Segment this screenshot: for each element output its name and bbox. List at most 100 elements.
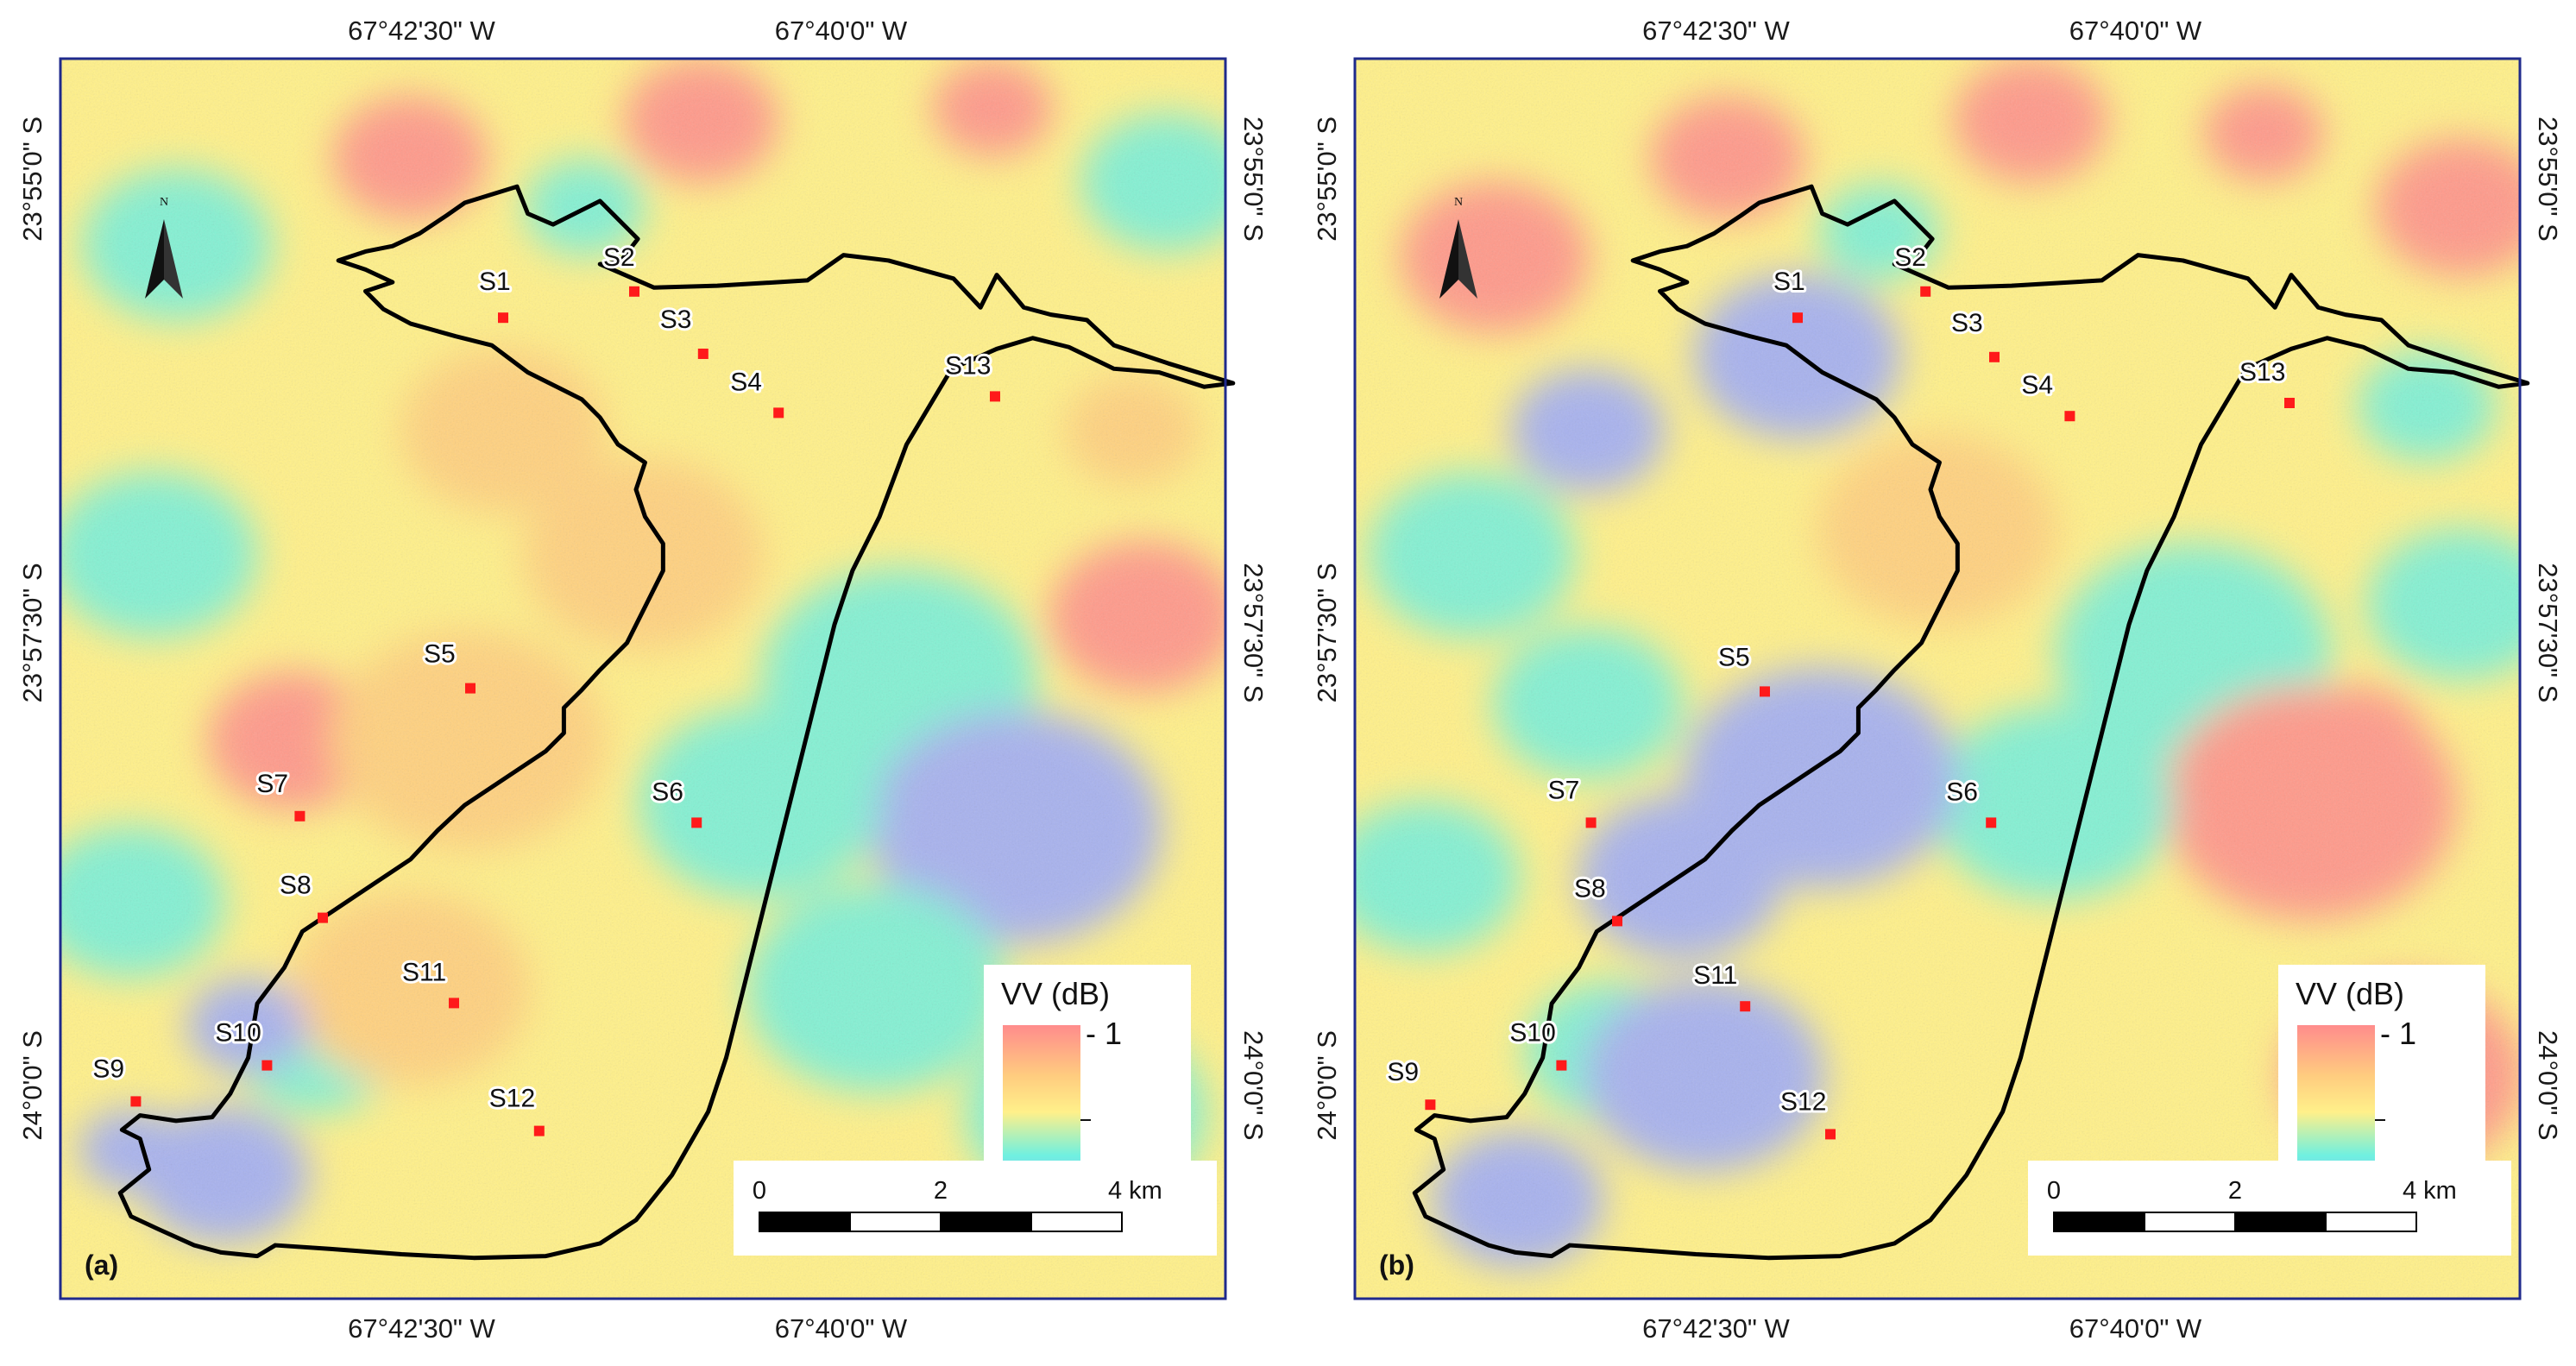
site-marker [1920,286,1931,297]
site-marker [629,286,639,297]
left-latitude-tick: 24°0'0" S [1312,1030,1342,1141]
site-label: S7 [1548,776,1580,804]
north-arrow-icon: N [1439,196,1477,299]
site-marker [990,391,1000,402]
bottom-longitude-tick: 67°40'0" W [775,1313,908,1344]
site-label: S10 [215,1019,261,1048]
site-marker [130,1096,142,1107]
bottom-longitude-tick: 67°42'30" W [1642,1313,1790,1344]
site-s10[interactable]: S10 [1507,1017,1567,1071]
site-s6[interactable]: S6 [1943,775,1997,828]
site-marker [773,407,784,419]
panel-label: (b) [1379,1250,1414,1281]
site-s10[interactable]: S10 [212,1017,273,1071]
site-label: S13 [2239,358,2285,387]
site-s12[interactable]: S12 [1778,1085,1836,1140]
scale-label: 2 [934,1177,948,1205]
site-marker [1825,1129,1836,1140]
site-label: S2 [603,243,635,272]
north-label: N [160,196,168,209]
site-s11[interactable]: S11 [1691,959,1751,1012]
site-label: S6 [1946,777,1978,806]
site-marker [2064,411,2075,422]
site-s9[interactable]: S9 [90,1052,142,1107]
scale-label: 0 [753,1177,766,1205]
study-area-boundary [1412,184,2530,1261]
scale-label: 0 [2047,1177,2061,1205]
site-label: S12 [489,1085,535,1113]
north-arrow-icon: N [145,196,183,299]
right-latitude-tick: 23°55'0" S [1238,116,1269,242]
site-marker [1986,817,1997,828]
map-frame [59,57,1227,1300]
site-s7[interactable]: S7 [1546,773,1597,828]
legend-max-label: - 1 [2380,1016,2416,1051]
scale-label: 4 km [2403,1177,2457,1205]
top-longitude-tick: 67°42'30" W [1642,16,1790,46]
site-label: S5 [1718,643,1750,671]
site-marker [318,912,328,923]
bottom-longitude-tick: 67°42'30" W [348,1313,495,1344]
site-s13[interactable]: S13 [2237,356,2295,408]
site-marker [498,312,508,324]
site-s2[interactable]: S2 [601,241,639,297]
map-frame [1353,57,2522,1300]
site-s6[interactable]: S6 [649,775,702,828]
site-s12[interactable]: S12 [487,1082,545,1136]
site-label: S12 [1780,1087,1826,1116]
site-label: S4 [2021,371,2053,400]
scale-label: 4 km [1108,1177,1162,1205]
site-marker [449,998,459,1009]
sar-backscatter-raster [1355,59,2520,1299]
site-s5[interactable]: S5 [421,638,476,694]
map-panel-b: S1 S2 S3 S4 S5 S6 S7 S8 S9 S10 S11 S12 S13 67°42'30" … [1312,16,2563,1344]
site-s2[interactable]: S2 [1892,241,1931,297]
site-marker [465,683,476,694]
site-s4[interactable]: S4 [727,365,784,419]
scale-bar: 0 2 4 km [734,1161,1217,1256]
scale-bar: 0 2 4 km [2028,1161,2511,1256]
site-marker [294,810,305,821]
site-label: S5 [424,640,456,669]
site-marker [261,1060,273,1071]
legend-title: VV (dB) [1001,976,1110,1011]
site-label: S7 [256,770,288,798]
legend-max-label: - 1 [1086,1016,1122,1051]
site-s8[interactable]: S8 [277,869,328,923]
site-s8[interactable]: S8 [1571,872,1622,927]
site-label: S1 [1773,268,1805,296]
site-label: S13 [945,351,991,380]
top-longitude-tick: 67°42'30" W [348,16,495,46]
site-s7[interactable]: S7 [254,767,305,821]
site-s3[interactable]: S3 [658,303,709,359]
site-s1[interactable]: S1 [1771,265,1808,324]
site-label: S3 [1951,309,1983,337]
site-s1[interactable]: S1 [476,265,513,324]
site-s3[interactable]: S3 [1949,306,2000,362]
site-s5[interactable]: S5 [1716,640,1770,697]
legend-title: VV (dB) [2296,976,2404,1011]
site-label: S9 [1387,1058,1419,1086]
study-area-boundary [117,184,1236,1261]
site-marker [1740,1001,1751,1012]
site-s9[interactable]: S9 [1384,1055,1436,1111]
right-latitude-tick: 23°55'0" S [2533,116,2563,242]
north-label: N [1454,196,1463,209]
site-label: S1 [479,268,511,296]
site-marker [2284,398,2295,408]
site-marker [1989,351,2000,362]
site-s11[interactable]: S11 [400,955,459,1009]
site-marker [1425,1099,1436,1111]
site-label: S2 [1894,243,1926,272]
site-s13[interactable]: S13 [942,349,1000,402]
site-s4[interactable]: S4 [2019,368,2075,422]
panel-label: (a) [85,1250,118,1281]
left-latitude-tick: 23°57'30" S [17,563,47,702]
site-marker [1585,817,1597,828]
right-latitude-tick: 23°57'30" S [2533,563,2563,702]
left-latitude-tick: 23°57'30" S [1312,563,1342,702]
site-label: S6 [652,777,683,806]
left-latitude-tick: 24°0'0" S [17,1030,47,1141]
site-label: S9 [92,1054,124,1083]
